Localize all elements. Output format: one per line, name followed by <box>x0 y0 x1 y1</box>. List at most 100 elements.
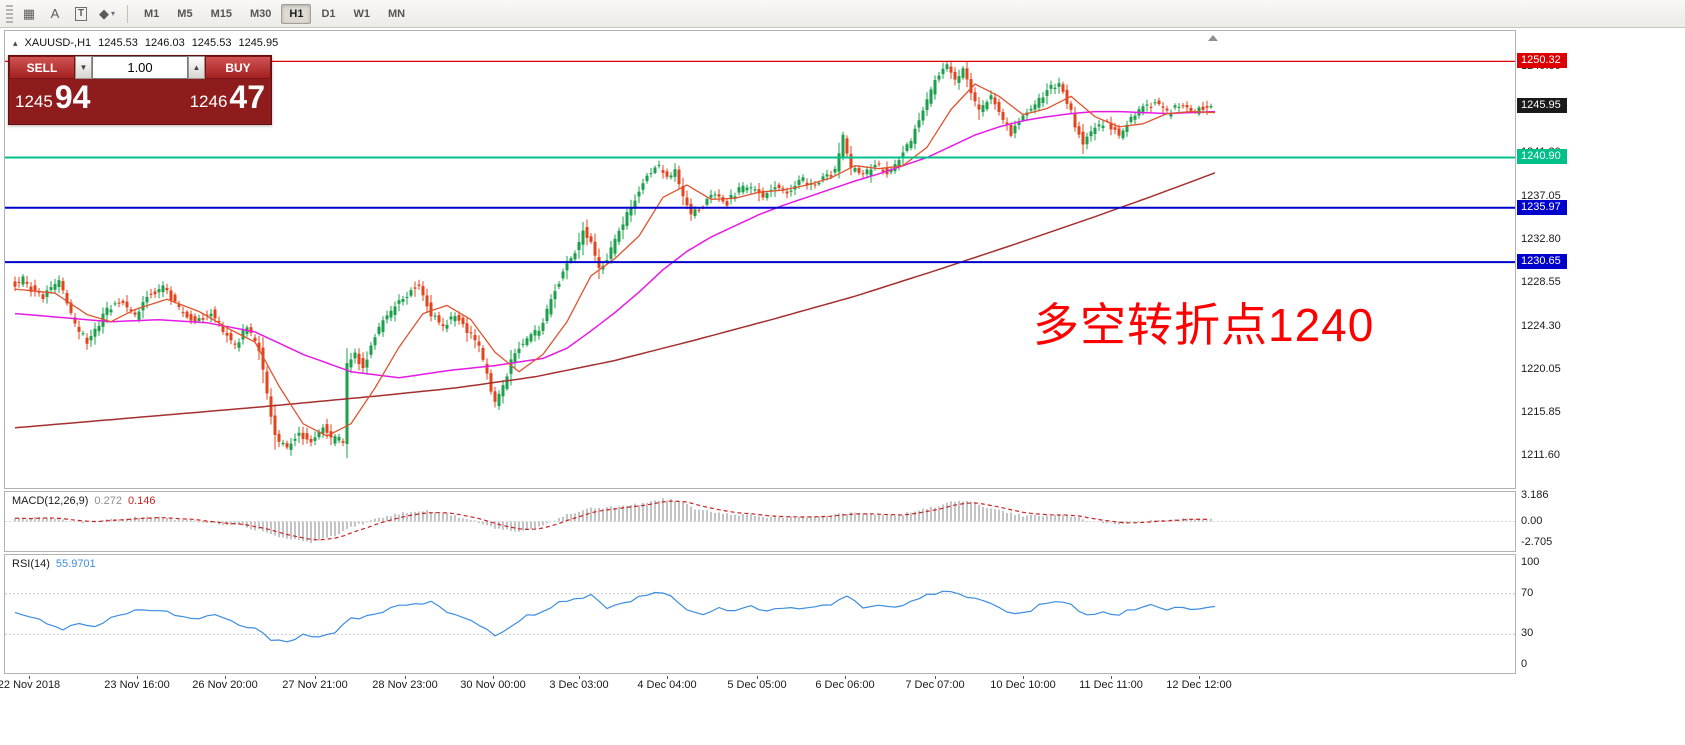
rsi-title: RSI(14) <box>12 558 50 570</box>
timeframe-button-mn[interactable]: MN <box>380 4 413 24</box>
time-axis-label: 7 Dec 07:00 <box>905 679 965 691</box>
chart-annotation: 多空转折点1240 <box>1033 299 1375 351</box>
chart-ohlc-header: ▴ XAUUSD-,H1 1245.53 1246.03 1245.53 124… <box>13 37 278 49</box>
price-level-badge: 1230.65 <box>1517 254 1567 270</box>
time-axis-label: 6 Dec 06:00 <box>815 679 875 691</box>
buy-price-main: 1246 <box>189 92 228 111</box>
time-axis: 22 Nov 2018 23 Nov 16:00 26 Nov 20:00 27 No… <box>0 676 1516 694</box>
macd-chart[interactable] <box>5 492 1515 551</box>
time-tick <box>493 676 494 679</box>
time-axis-label: 12 Dec 12:00 <box>1166 679 1232 691</box>
chart-area: ▴ XAUUSD-,H1 1245.53 1246.03 1245.53 124… <box>0 28 1685 745</box>
macd-value-signal: 0.146 <box>127 495 156 507</box>
price-chart-panel[interactable]: ▴ XAUUSD-,H1 1245.53 1246.03 1245.53 124… <box>4 30 1516 489</box>
rsi-axis-label: 70 <box>1521 586 1534 599</box>
time-tick <box>935 676 936 679</box>
sell-price-pips: 94 <box>54 79 91 115</box>
toolbar: ▦ A T ◆ ▾ M1 M5 M15 M30 H1 D1 W1 MN <box>0 0 1685 28</box>
price-tick-label: 1228.55 <box>1521 276 1561 289</box>
buy-price-pips: 47 <box>229 79 265 115</box>
price-level-badge: 1235.97 <box>1517 199 1567 215</box>
toolbar-drag-handle[interactable] <box>6 4 13 23</box>
timeframe-button-m1[interactable]: M1 <box>136 4 167 24</box>
price-axis: 1249.801245.551241.301237.051232.801228.… <box>1517 28 1685 745</box>
text-tool-button[interactable]: T <box>69 3 93 25</box>
timeframe-button-w1[interactable]: W1 <box>346 4 379 24</box>
macd-axis-label: 3.186 <box>1521 489 1549 502</box>
chart-symbol: XAUUSD-,H1 <box>24 37 92 49</box>
candlestick-chart[interactable] <box>5 31 1515 488</box>
macd-axis-label: 0.00 <box>1521 514 1543 527</box>
time-tick <box>757 676 758 679</box>
ohlc-close: 1245.95 <box>238 37 279 49</box>
macd-axis-label: -2.705 <box>1521 536 1553 549</box>
price-tick-label: 1224.30 <box>1521 319 1561 332</box>
time-tick <box>579 676 580 679</box>
time-axis-label: 23 Nov 16:00 <box>104 679 170 691</box>
time-tick <box>1023 676 1024 679</box>
time-tick <box>29 676 30 679</box>
rsi-panel[interactable]: RSI(14) 55.9701 <box>4 554 1516 674</box>
time-tick <box>1111 676 1112 679</box>
time-axis-label: 22 Nov 2018 <box>0 679 61 691</box>
rsi-value: 55.9701 <box>55 558 96 570</box>
timeframe-button-h1[interactable]: H1 <box>281 3 312 24</box>
volume-up-button[interactable]: ▲ <box>188 56 205 79</box>
shapes-tool-button[interactable]: ◆ ▾ <box>95 3 119 25</box>
macd-title: MACD(12,26,9) <box>12 495 89 507</box>
timeframe-button-m15[interactable]: M15 <box>203 4 240 24</box>
chevron-down-icon: ▼ <box>79 63 88 72</box>
price-level-badge: 1250.32 <box>1517 53 1567 69</box>
timeframe-button-m5[interactable]: M5 <box>169 4 200 24</box>
time-tick <box>405 676 406 679</box>
rsi-chart[interactable] <box>5 555 1515 673</box>
macd-value-main: 0.272 <box>94 495 122 507</box>
time-axis-label: 30 Nov 00:00 <box>460 679 526 691</box>
ohlc-high: 1246.03 <box>144 37 185 49</box>
time-axis-label: 5 Dec 05:00 <box>727 679 787 691</box>
ohlc-open: 1245.53 <box>98 37 138 49</box>
chevron-up-icon: ▲ <box>192 63 201 72</box>
rsi-header: RSI(14) 55.9701 <box>12 558 96 570</box>
timeframe-button-m30[interactable]: M30 <box>242 4 279 24</box>
cursor-tool-button[interactable]: A <box>43 3 67 25</box>
crosshair-button[interactable]: ▦ <box>17 3 41 25</box>
text-tool-icon: T <box>74 6 88 21</box>
volume-input[interactable] <box>92 56 188 79</box>
timeframe-group: M1 M5 M15 M30 H1 D1 W1 MN <box>135 3 414 24</box>
ohlc-low: 1245.53 <box>191 37 232 49</box>
cursor-tool-icon: A <box>50 6 60 21</box>
rsi-axis-label: 0 <box>1521 658 1528 670</box>
time-tick <box>137 676 138 679</box>
time-tick <box>1199 676 1200 679</box>
crosshair-icon: ▦ <box>22 6 36 21</box>
rsi-axis-label: 100 <box>1521 556 1540 568</box>
time-tick <box>667 676 668 679</box>
time-axis-label: 11 Dec 11:00 <box>1079 679 1143 691</box>
price-tick-label: 1211.60 <box>1521 449 1560 462</box>
time-axis-label: 3 Dec 03:00 <box>549 679 609 691</box>
time-axis-label: 10 Dec 10:00 <box>990 679 1056 691</box>
volume-down-button[interactable]: ▼ <box>75 56 92 79</box>
sell-price: 1245 94 <box>15 81 90 113</box>
price-level-badge: 1245.95 <box>1517 97 1567 113</box>
sell-button[interactable]: SELL <box>9 56 75 79</box>
chart-icon: ▴ <box>13 37 18 48</box>
chevron-down-icon: ▾ <box>110 9 115 18</box>
time-axis-label: 27 Nov 21:00 <box>282 679 348 691</box>
time-axis-label: 26 Nov 20:00 <box>192 679 258 691</box>
timeframe-button-d1[interactable]: D1 <box>313 4 343 24</box>
time-tick <box>225 676 226 679</box>
time-axis-label: 28 Nov 23:00 <box>372 679 438 691</box>
buy-button[interactable]: BUY <box>205 56 271 79</box>
price-tick-label: 1215.85 <box>1521 406 1561 419</box>
price-tick-label: 1220.05 <box>1521 363 1561 376</box>
macd-panel[interactable]: MACD(12,26,9) 0.272 0.146 <box>4 491 1516 552</box>
buy-price: 1246 47 <box>190 81 265 113</box>
macd-header: MACD(12,26,9) 0.272 0.146 <box>12 495 155 507</box>
price-tick-label: 1237.05 <box>1521 189 1561 202</box>
sell-price-main: 1245 <box>15 92 53 111</box>
price-tick-label: 1232.80 <box>1521 233 1561 246</box>
shapes-tool-icon: ◆ <box>98 6 109 21</box>
one-click-trading-panel: SELL ▼ ▲ BUY 1245 94 1246 47 <box>8 55 272 125</box>
